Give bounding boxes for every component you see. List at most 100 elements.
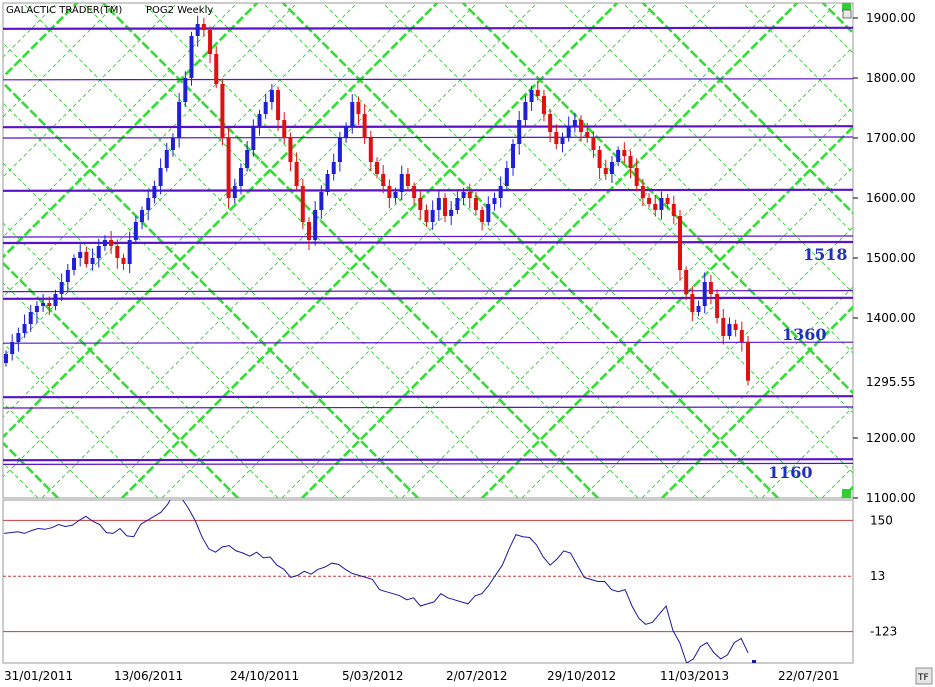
scroll-top-marker[interactable] xyxy=(842,3,851,12)
price-tick-label: 1500.00 xyxy=(866,251,916,265)
candle-body xyxy=(356,102,361,114)
date-label: 2/07/2012 xyxy=(446,669,508,683)
candle-body xyxy=(461,192,466,198)
minor-diagonal-down xyxy=(502,3,853,354)
candle-body xyxy=(257,114,262,126)
candle-body xyxy=(72,258,77,270)
candle-body xyxy=(628,156,633,168)
candle-body xyxy=(677,216,682,270)
candle-body xyxy=(90,258,95,264)
minor-diagonal-up xyxy=(221,3,718,498)
candle-body xyxy=(263,102,268,114)
candle-body xyxy=(560,138,565,144)
candle-body xyxy=(591,138,596,150)
candlesticks xyxy=(4,15,750,386)
minor-diagonal-down xyxy=(3,102,399,498)
candle-body xyxy=(473,198,478,210)
candle-body xyxy=(10,342,15,354)
minor-diagonal-up xyxy=(281,3,778,498)
minor-diagonal-down xyxy=(920,0,935,687)
minor-diagonal-up xyxy=(3,3,298,298)
candle-body xyxy=(381,174,386,186)
date-label: 24/10/2011 xyxy=(230,669,299,683)
indicator-tick-label: 150 xyxy=(870,513,893,527)
minor-diagonal-up xyxy=(3,3,238,238)
minor-diagonal-down xyxy=(82,3,579,498)
candle-body xyxy=(715,294,720,318)
level-line xyxy=(3,341,853,344)
candle-body xyxy=(541,96,546,114)
candle-body xyxy=(405,174,410,186)
candle-body xyxy=(609,162,614,174)
candle-body xyxy=(201,24,206,30)
minor-diagonal-up xyxy=(3,3,358,358)
indicator-levels xyxy=(3,519,853,633)
candle-body xyxy=(616,150,621,162)
candle-body xyxy=(603,168,608,174)
candle-body xyxy=(572,120,577,126)
candle-body xyxy=(177,102,182,138)
candle-body xyxy=(121,258,126,264)
indicator-tick-label: -123 xyxy=(870,625,897,639)
candle-body xyxy=(306,222,311,240)
minor-diagonal-up xyxy=(161,3,658,498)
candle-body xyxy=(412,186,417,198)
minor-diagonal-up xyxy=(341,3,838,498)
candle-body xyxy=(325,174,330,192)
candle-body xyxy=(640,186,645,198)
candle-body xyxy=(146,198,151,210)
candle-body xyxy=(140,210,145,222)
candle-body xyxy=(492,198,497,204)
tf-button[interactable] xyxy=(915,667,933,685)
candle-body xyxy=(115,246,120,258)
price-tick-label: 1200.00 xyxy=(866,431,916,445)
minor-diagonal-down xyxy=(860,0,935,687)
major-diagonal-up xyxy=(660,305,853,498)
minor-diagonal-up xyxy=(3,3,418,418)
candle-body xyxy=(189,36,194,78)
candle-body xyxy=(548,114,553,132)
candle-body xyxy=(746,342,750,381)
candle-body xyxy=(319,192,324,210)
minor-diagonal-down xyxy=(262,3,759,498)
tf-label[interactable]: TF xyxy=(917,673,929,683)
candle-body xyxy=(109,240,114,246)
candle-body xyxy=(443,198,448,216)
candle-body xyxy=(220,84,225,138)
candle-body xyxy=(362,114,367,138)
candle-body xyxy=(708,282,713,294)
candle-body xyxy=(84,252,89,264)
candle-body xyxy=(554,132,559,144)
candle-body xyxy=(4,354,8,363)
candle-body xyxy=(622,150,627,156)
candle-body xyxy=(653,204,658,210)
level-line xyxy=(3,462,853,465)
candle-body xyxy=(276,90,281,120)
candle-body xyxy=(702,282,707,306)
minor-diagonal-down xyxy=(322,3,819,498)
candle-body xyxy=(659,198,664,210)
candle-body xyxy=(393,192,398,198)
candle-body xyxy=(455,198,460,210)
minor-diagonal-down xyxy=(3,42,459,498)
candle-body xyxy=(665,198,670,204)
indicator-axis: 150 13 -123 xyxy=(870,513,897,638)
candle-body xyxy=(78,252,83,258)
minor-diagonal-down xyxy=(22,3,519,498)
date-label: 22/07/201 xyxy=(778,669,840,683)
candle-body xyxy=(696,306,701,312)
level-line xyxy=(3,125,853,129)
candle-body xyxy=(127,240,132,264)
panel-settings-icon[interactable] xyxy=(842,9,852,19)
candle-body xyxy=(195,24,200,36)
level-line xyxy=(3,395,853,399)
price-tick-label: 1700.00 xyxy=(866,131,916,145)
scroll-bottom-marker[interactable] xyxy=(842,489,851,498)
indicator-tick-label: 13 xyxy=(870,569,885,583)
candle-body xyxy=(96,246,101,258)
minor-diagonal-up xyxy=(860,0,935,687)
candle-body xyxy=(449,210,454,216)
candle-body xyxy=(634,168,639,186)
candle-body xyxy=(368,138,373,162)
